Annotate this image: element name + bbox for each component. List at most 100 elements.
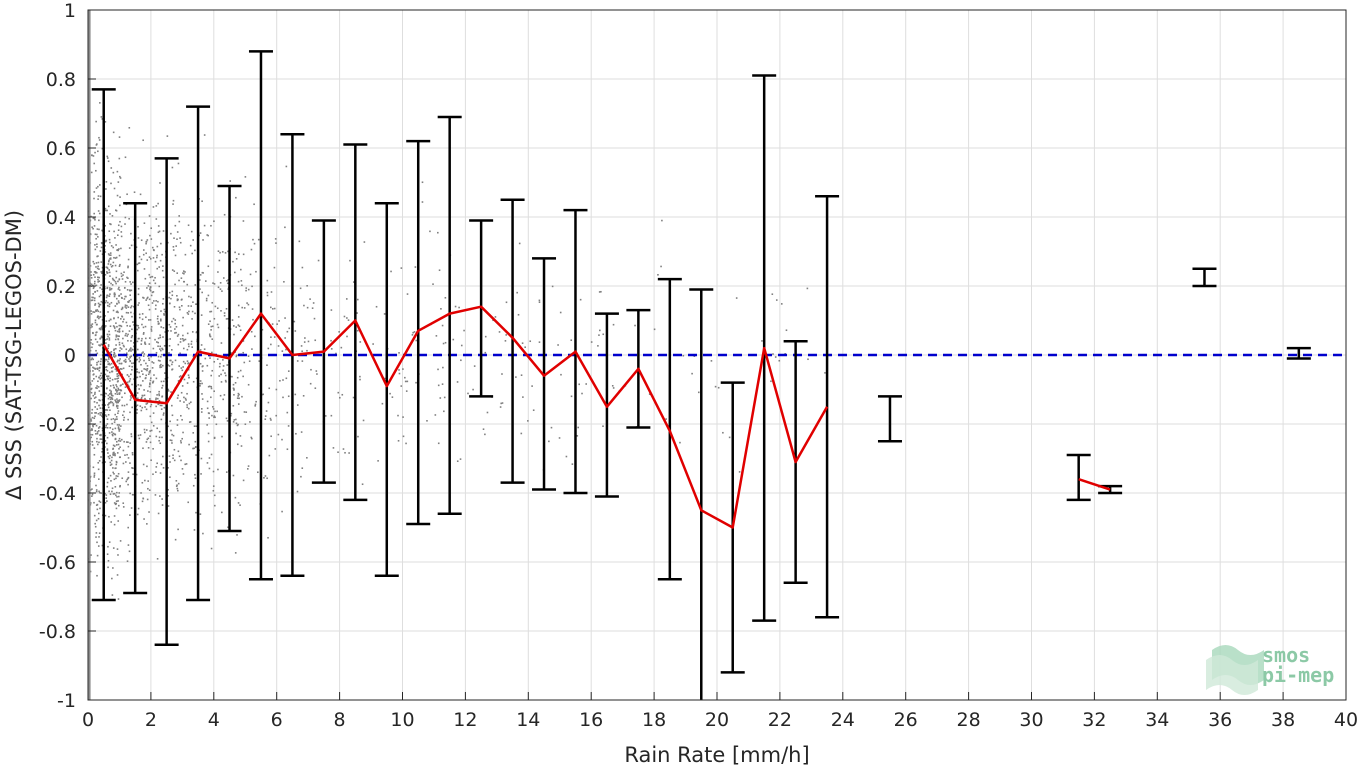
- scatter-point: [104, 301, 107, 304]
- scatter-point: [498, 331, 501, 333]
- scatter-point: [404, 376, 406, 379]
- scatter-point: [232, 260, 234, 263]
- x-tick-label: 30: [1019, 709, 1043, 731]
- scatter-point: [107, 566, 109, 569]
- scatter-point: [107, 344, 110, 346]
- scatter-point: [118, 447, 120, 450]
- scatter-point: [116, 380, 119, 383]
- scatter-point: [501, 373, 503, 375]
- scatter-point: [131, 365, 133, 368]
- scatter-point: [92, 273, 95, 276]
- scatter-point: [144, 368, 147, 371]
- scatter-point: [91, 429, 93, 431]
- scatter-point: [208, 467, 211, 470]
- x-tick-label: 28: [957, 709, 981, 731]
- scatter-point: [342, 448, 345, 450]
- scatter-point: [215, 423, 218, 426]
- scatter-point: [90, 271, 92, 273]
- scatter-point: [136, 392, 139, 394]
- scatter-point: [159, 334, 161, 337]
- scatter-point: [211, 338, 214, 340]
- scatter-point: [174, 283, 176, 286]
- scatter-point: [155, 435, 158, 438]
- scatter-point: [187, 368, 190, 371]
- scatter-point: [98, 268, 100, 270]
- scatter-point: [241, 306, 243, 309]
- scatter-point: [383, 377, 386, 380]
- scatter-point: [106, 387, 108, 389]
- scatter-point: [119, 347, 122, 349]
- scatter-point: [226, 282, 229, 285]
- scatter-point: [89, 489, 92, 491]
- scatter-point: [91, 296, 93, 299]
- scatter-point: [101, 147, 104, 150]
- scatter-point: [570, 395, 573, 398]
- scatter-point: [159, 360, 161, 362]
- scatter-point: [162, 230, 165, 232]
- scatter-point: [168, 344, 171, 347]
- scatter-point: [167, 388, 170, 391]
- scatter-point: [136, 412, 138, 414]
- scatter-point: [117, 229, 120, 232]
- scatter-point: [142, 326, 145, 329]
- scatter-point: [122, 414, 124, 417]
- scatter-point: [577, 426, 579, 429]
- scatter-point: [300, 475, 302, 478]
- scatter-point: [538, 301, 541, 304]
- scatter-point: [127, 526, 130, 529]
- scatter-point: [89, 429, 92, 432]
- scatter-point: [113, 515, 116, 517]
- scatter-point: [117, 335, 120, 337]
- scatter-points: [88, 10, 826, 700]
- scatter-point: [155, 256, 158, 259]
- scatter-point: [178, 455, 181, 458]
- scatter-point: [199, 274, 202, 276]
- scatter-point: [146, 498, 149, 501]
- y-tick-label: 0.4: [46, 207, 76, 229]
- scatter-point: [169, 476, 171, 479]
- scatter-point: [100, 438, 103, 440]
- scatter-point: [120, 231, 123, 233]
- scatter-point: [104, 461, 107, 463]
- scatter-point: [91, 488, 93, 490]
- scatter-point: [131, 334, 134, 337]
- scatter-point: [111, 594, 114, 596]
- scatter-point: [195, 303, 197, 305]
- scatter-point: [207, 385, 210, 388]
- scatter-point: [123, 440, 125, 443]
- scatter-point: [359, 375, 361, 378]
- scatter-point: [157, 320, 159, 323]
- scatter-point: [106, 304, 109, 307]
- scatter-point: [602, 425, 604, 427]
- scatter-point: [90, 397, 92, 400]
- scatter-point: [570, 339, 573, 341]
- scatter-point: [129, 325, 131, 327]
- scatter-point: [180, 391, 183, 394]
- scatter-point: [98, 390, 101, 392]
- scatter-point: [106, 481, 109, 484]
- scatter-point: [105, 409, 107, 411]
- scatter-point: [548, 440, 550, 443]
- scatter-point: [113, 502, 116, 504]
- scatter-point: [155, 397, 157, 400]
- scatter-point: [137, 304, 140, 306]
- scatter-point: [112, 404, 115, 407]
- scatter-point: [115, 444, 118, 446]
- scatter-point: [278, 320, 280, 322]
- scatter-point: [122, 337, 124, 340]
- scatter-point: [93, 501, 95, 504]
- scatter-point: [611, 385, 614, 387]
- scatter-point: [109, 241, 111, 244]
- scatter-point: [122, 344, 125, 347]
- scatter-point: [146, 523, 148, 525]
- scatter-point: [104, 378, 107, 381]
- scatter-point: [109, 223, 111, 225]
- scatter-point: [93, 401, 96, 403]
- scatter-point: [104, 207, 107, 210]
- scatter-point: [128, 330, 131, 332]
- scatter-point: [149, 289, 152, 292]
- scatter-point: [101, 450, 103, 453]
- scatter-point: [116, 424, 119, 426]
- scatter-point: [108, 289, 111, 291]
- scatter-point: [162, 276, 165, 279]
